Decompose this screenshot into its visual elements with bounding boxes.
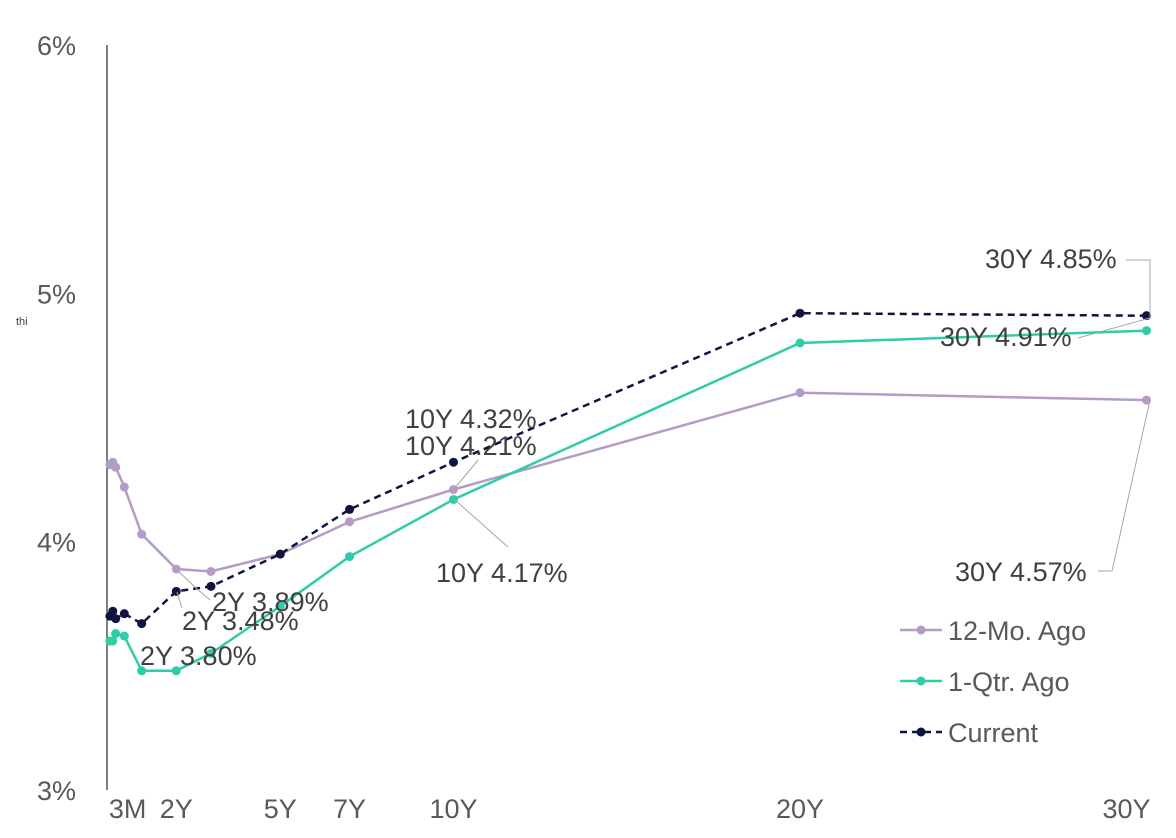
series-point-1-qtr-ago-5	[171, 666, 181, 676]
series-point-12-mo-ago-4	[137, 529, 147, 539]
series-point-current-1	[108, 606, 118, 616]
legend-item-12-mo-ago: 12-Mo. Ago	[900, 616, 1086, 646]
series-point-current-6	[206, 581, 216, 591]
series-point-1-qtr-ago-7	[275, 601, 285, 611]
series-point-1-qtr-ago-4	[137, 666, 147, 676]
annotation-leader-4	[454, 459, 479, 489]
annotation-leader-8	[176, 591, 183, 609]
y-tick-label-3: 3%	[37, 776, 76, 806]
x-axis-ticks: 3M 2Y 5Y 7Y 10Y 20Y 30Y	[109, 794, 1151, 824]
series-point-1-qtr-ago-10	[795, 338, 805, 348]
annotation-layer: 30Y 4.85%30Y 4.91%30Y 4.57%10Y 4.32%10Y …	[140, 244, 1151, 671]
series-point-current-8	[345, 504, 355, 514]
annotation-0: 30Y 4.85%	[985, 244, 1151, 318]
annotation-leader-0	[1126, 259, 1151, 318]
y-tick-label-4: 4%	[37, 528, 76, 558]
series-point-12-mo-ago-11	[1142, 395, 1151, 405]
series-point-1-qtr-ago-3	[119, 631, 129, 641]
series-point-current-10	[795, 308, 805, 318]
annotation-leader-5	[454, 499, 509, 548]
series-point-1-qtr-ago-11	[1142, 326, 1151, 336]
annotation-4: 10Y 4.21%	[405, 431, 537, 489]
legend-label-1-qtr-ago: 1-Qtr. Ago	[948, 667, 1070, 697]
series-point-1-qtr-ago-2	[111, 629, 121, 639]
data-label-30y-4-57: 30Y 4.57%	[955, 557, 1087, 587]
series-point-12-mo-ago-6	[206, 566, 216, 576]
series-point-current-9	[449, 457, 458, 467]
annotation-2: 30Y 4.57%	[955, 399, 1151, 587]
series-point-12-mo-ago-8	[345, 517, 355, 527]
series-point-12-mo-ago-2	[111, 462, 121, 472]
legend-item-current: Current	[900, 718, 1039, 748]
x-tick-label-10y: 10Y	[429, 794, 477, 824]
series-current	[105, 308, 1151, 629]
series-point-1-qtr-ago-1	[108, 636, 118, 646]
x-tick-label-5y: 5Y	[264, 794, 297, 824]
series-12-mo-ago	[105, 388, 1151, 576]
y-axis-ticks: 3% 4% 5% 6%	[37, 31, 76, 806]
annotation-3: 10Y 4.32%	[405, 404, 537, 434]
y-tick-label-5: 5%	[37, 279, 76, 309]
data-label-30y-4-85: 30Y 4.85%	[985, 244, 1117, 274]
series-layer	[105, 308, 1151, 676]
legend-item-1-qtr-ago: 1-Qtr. Ago	[900, 667, 1070, 697]
data-label-30y-4-91: 30Y 4.91%	[940, 322, 1072, 352]
data-label-2y-3-48: 2Y 3.48%	[182, 606, 299, 636]
series-point-12-mo-ago-3	[119, 482, 129, 492]
series-point-current-5	[171, 586, 181, 596]
legend: 12-Mo. Ago 1-Qtr. Ago Current	[900, 616, 1086, 748]
annotation-leader-2	[1098, 399, 1151, 572]
x-tick-label-2y: 2Y	[160, 794, 193, 824]
x-tick-label-7y: 7Y	[333, 794, 366, 824]
legend-label-12-mo-ago: 12-Mo. Ago	[948, 616, 1086, 646]
data-label-2y-3-89: 2Y 3.89%	[212, 587, 329, 617]
x-tick-label-30y: 30Y	[1102, 794, 1150, 824]
data-label-10y-4-32: 10Y 4.32%	[405, 404, 537, 434]
series-point-1-qtr-ago-6	[206, 648, 216, 658]
x-tick-label-20y: 20Y	[776, 794, 824, 824]
y-tick-label-6: 6%	[37, 31, 76, 61]
series-point-current-7	[275, 549, 285, 559]
legend-swatch-marker-1-qtr-ago	[916, 676, 926, 686]
series-point-12-mo-ago-10	[795, 388, 805, 398]
series-1-qtr-ago	[105, 326, 1151, 676]
legend-swatch-marker-current	[916, 727, 926, 737]
legend-label-current: Current	[948, 718, 1039, 748]
annotation-1: 30Y 4.91%	[940, 317, 1151, 352]
data-label-10y-4-17: 10Y 4.17%	[436, 558, 568, 588]
annotation-leader-6	[176, 569, 211, 601]
legend-swatch-marker-12-mo-ago	[916, 625, 926, 635]
series-point-current-3	[119, 609, 129, 619]
series-point-1-qtr-ago-9	[449, 494, 458, 504]
annotation-6: 2Y 3.89%	[176, 569, 329, 617]
stray-text: thi	[16, 316, 28, 328]
series-point-current-2	[111, 614, 121, 624]
data-label-2y-3-80: 2Y 3.80%	[140, 641, 257, 671]
series-point-current-4	[137, 619, 147, 629]
annotation-7: 2Y 3.48%	[182, 606, 299, 636]
annotation-5: 10Y 4.17%	[436, 499, 568, 588]
x-tick-label-3m: 3M	[109, 794, 147, 824]
annotation-8: 2Y 3.80%	[140, 591, 257, 671]
annotation-leader-1	[1077, 317, 1151, 339]
data-label-10y-4-21: 10Y 4.21%	[405, 431, 537, 461]
series-point-1-qtr-ago-8	[345, 552, 355, 562]
